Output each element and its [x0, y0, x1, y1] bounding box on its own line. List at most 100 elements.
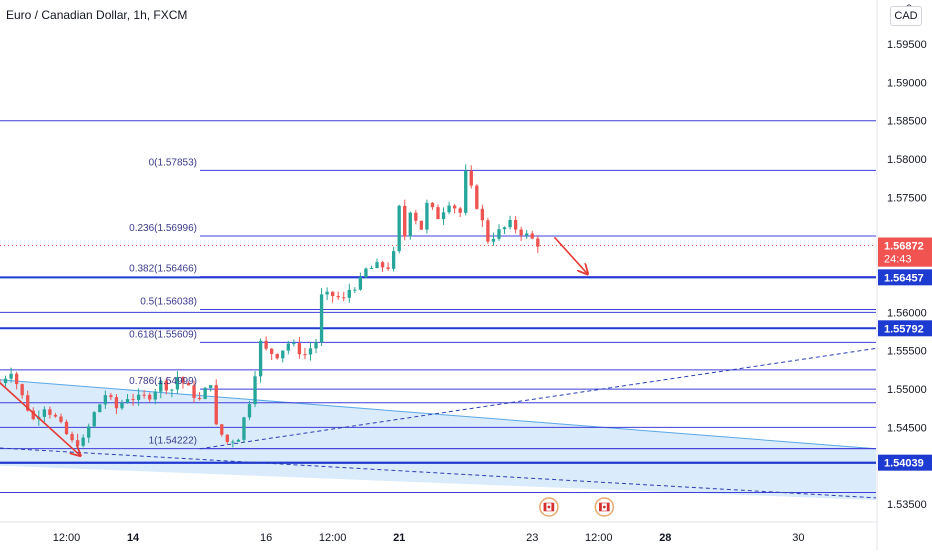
candle [475, 185, 479, 209]
candle [452, 205, 457, 209]
dashed-trendline [0, 447, 877, 499]
fib-label: 0.382(1.56466) [129, 264, 197, 275]
candle [264, 340, 268, 349]
candle [436, 207, 440, 220]
maple-leaf-icon [547, 505, 551, 509]
time-tick-label: 21 [393, 532, 405, 544]
price-badge-label: 24:43 [884, 254, 912, 266]
price-badge [878, 237, 932, 254]
candle [131, 399, 135, 401]
fib-label: 0.236(1.56996) [129, 223, 197, 234]
candle [31, 410, 35, 420]
price-tick-label: 1.59500 [887, 39, 927, 51]
candle [81, 437, 85, 446]
channel-upper-line [0, 379, 877, 450]
candle [419, 220, 424, 230]
chart-title: Euro / Canadian Dollar, 1h, FXCM [6, 8, 188, 22]
candle [364, 268, 368, 278]
candle [347, 289, 351, 298]
candle [314, 342, 318, 349]
time-tick-label: 30 [792, 532, 804, 544]
candle [464, 170, 468, 213]
price-tick-label: 1.54500 [887, 422, 927, 434]
channel-fill [0, 379, 876, 501]
candle [469, 170, 473, 186]
candle [397, 205, 401, 252]
candle [64, 421, 69, 435]
price-tick-label: 1.57500 [887, 192, 927, 204]
candle [403, 205, 407, 237]
candle [14, 373, 19, 385]
candle [87, 426, 91, 438]
candle [125, 399, 130, 403]
price-tick-label: 1.55000 [887, 384, 927, 396]
candle [380, 262, 385, 268]
candle [236, 439, 241, 442]
candle [508, 219, 512, 228]
time-tick-label: 23 [526, 532, 538, 544]
flag-band-left [599, 503, 602, 511]
candle [220, 424, 224, 435]
candle [519, 229, 523, 236]
candle [286, 343, 290, 351]
candle [497, 229, 501, 239]
candle [281, 350, 285, 359]
candle [270, 348, 274, 354]
candle [536, 238, 540, 247]
candle [214, 385, 218, 425]
candle [114, 397, 119, 409]
candle [164, 380, 168, 391]
candle [386, 267, 390, 269]
price-badge-label: 1.54039 [884, 458, 924, 470]
currency-button[interactable]: CAD [890, 6, 922, 26]
time-tick-label: 14 [127, 532, 140, 544]
candle [192, 385, 196, 398]
price-badge-label: 1.55792 [884, 323, 924, 335]
time-tick-label: 12:00 [53, 532, 81, 544]
flag-band-right [606, 503, 610, 511]
candle [42, 409, 47, 417]
price-badge [878, 269, 932, 286]
candle [342, 297, 346, 299]
fib-label: 1(1.54222) [149, 436, 197, 447]
candle [330, 291, 335, 297]
candle [275, 353, 279, 359]
candle [170, 389, 174, 391]
candle [231, 441, 235, 443]
time-tick-label: 16 [260, 532, 272, 544]
candle [109, 395, 113, 398]
price-badge [878, 320, 932, 337]
candle [48, 409, 52, 415]
dashed-trendline [199, 347, 877, 450]
candle [225, 434, 229, 443]
candle [375, 262, 379, 269]
candle [181, 377, 185, 384]
candle [325, 291, 329, 295]
candle [319, 294, 324, 343]
candle [120, 402, 124, 409]
candle [20, 384, 24, 396]
candle [369, 268, 374, 270]
candle [358, 277, 363, 290]
candle [353, 289, 357, 291]
candle [136, 394, 141, 400]
candle [175, 377, 180, 390]
flag-band-right [551, 503, 554, 511]
candle [441, 212, 446, 220]
candle [513, 219, 518, 230]
fib-label: 0.786(1.54999) [129, 376, 197, 387]
down-arrow [553, 236, 587, 274]
candle [258, 340, 263, 377]
price-tick-label: 1.53500 [887, 499, 927, 511]
price-tick-label: 1.58500 [887, 116, 927, 128]
time-tick-label: 28 [659, 532, 671, 544]
candle [103, 395, 108, 405]
candle [197, 397, 202, 400]
candle [59, 416, 63, 422]
candle [303, 354, 307, 356]
price-badge-label: 1.56872 [884, 241, 924, 253]
candle [253, 376, 257, 405]
candle [480, 208, 485, 221]
